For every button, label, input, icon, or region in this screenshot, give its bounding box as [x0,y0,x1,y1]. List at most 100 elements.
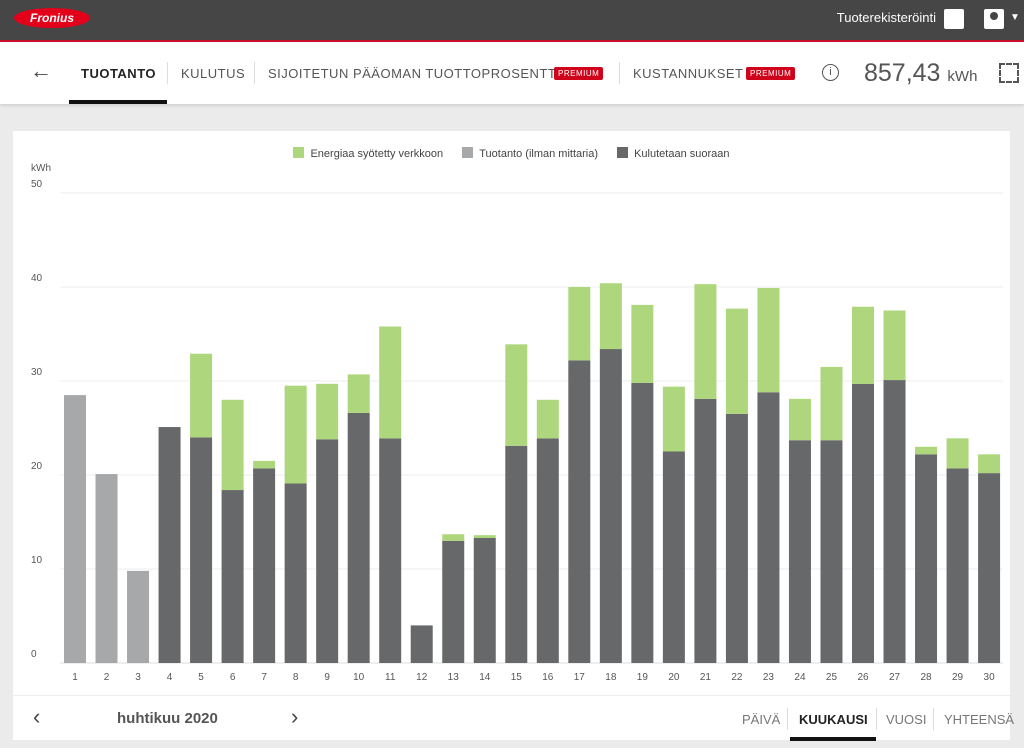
tab-roi[interactable]: SIJOITETUN PÄÄOMAN TUOTTOPROSENTTI [268,66,561,81]
x-tick-label: 10 [353,672,365,683]
legend-item[interactable]: Kulutetaan suoraan [617,147,730,160]
previous-period-button[interactable]: ‹ [33,704,41,729]
bar-segment [725,308,748,414]
user-icon[interactable] [984,9,1004,29]
tab-kustannukset[interactable]: KUSTANNUKSET [633,66,744,81]
x-tick-label: 27 [889,672,901,683]
bar-segment [883,380,906,663]
bar-segment [852,383,874,663]
legend-item[interactable]: Energiaa syötetty verkkoon [293,147,444,160]
next-period-button[interactable]: › [291,704,299,729]
x-tick-label: 15 [511,672,523,683]
bar-segment [820,366,843,441]
bar-segment [599,283,622,350]
x-tick-label: 22 [731,672,743,683]
bar-segment [631,382,654,663]
y-tick-label: 40 [31,273,43,284]
back-arrow-icon[interactable]: ← [30,58,52,83]
divider [876,708,877,730]
x-tick-label: 16 [542,672,554,683]
bar-segment [694,398,717,663]
active-period-indicator [790,737,876,741]
bar-segment [757,392,780,663]
divider [787,708,788,730]
tab-paiva[interactable]: PÄIVÄ [742,712,781,727]
bar-segment [190,437,213,663]
bar-segment [410,625,433,663]
x-tick-label: 13 [448,672,460,683]
divider [167,62,168,84]
legend-swatch [617,147,629,158]
bar-segment [725,413,748,663]
premium-badge: PREMIUM [746,67,796,80]
legend-swatch [293,147,305,158]
bar-segment [347,374,370,413]
tab-kulutus[interactable]: KULUTUS [181,66,246,81]
x-tick-label: 5 [198,672,204,683]
tab-bar: ← TUOTANTO KULUTUS SIJOITETUN PÄÄOMAN TU… [0,42,1024,104]
premium-badge: PREMIUM [554,67,604,80]
fronius-logo[interactable]: Fronius [14,8,90,28]
x-tick-label: 14 [479,672,491,683]
total-unit: kWh [947,68,978,85]
x-tick-label: 2 [104,672,110,683]
chart-card: Energiaa syötetty verkkoon Tuotanto (ilm… [13,131,1014,741]
x-tick-label: 29 [952,672,964,683]
x-tick-label: 11 [385,672,396,683]
legend-item[interactable]: Tuotanto (ilman mittaria) [462,147,599,160]
tab-kuukausi[interactable]: KUUKAUSI [799,712,868,727]
bar-segment [631,304,654,383]
legend-label: Tuotanto (ilman mittaria) [479,148,599,160]
bar-segment [64,395,86,663]
bar-segment [284,483,307,663]
registration-icon[interactable] [944,9,964,29]
divider [933,708,934,730]
bar-segment [316,383,339,440]
tab-yhteensa[interactable]: YHTEENSÄ [944,712,1015,727]
x-tick-label: 1 [72,672,78,683]
period-label: huhtikuu 2020 [117,710,218,727]
bar-segment [662,386,685,452]
x-tick-label: 7 [261,672,267,683]
x-tick-label: 30 [984,672,996,683]
x-tick-label: 3 [135,672,141,683]
bar-segment [694,284,717,399]
legend-label: Energiaa syötetty verkkoon [310,148,444,160]
x-tick-label: 12 [416,672,428,683]
x-tick-label: 20 [668,672,680,683]
x-tick-label: 17 [574,672,586,683]
info-icon[interactable]: i [822,64,839,81]
divider [619,62,620,84]
y-tick-label: 30 [31,367,43,378]
divider [254,62,255,84]
bar-segment [536,438,559,663]
bar-segment [158,427,181,663]
bar-segment [284,385,307,484]
bar-segment [820,440,843,663]
bar-segment [505,445,528,663]
product-registration-link[interactable]: Tuoterekisteröinti [836,10,936,25]
bar-segment [568,360,591,663]
tab-tuotanto[interactable]: TUOTANTO [81,66,157,81]
tab-vuosi[interactable]: VUOSI [886,712,927,727]
bar-segment [442,540,465,663]
chevron-down-icon[interactable]: ▼ [1010,12,1020,23]
fullscreen-icon[interactable] [999,63,1019,83]
bar-segment [442,534,465,541]
y-tick-label: 50 [31,179,43,190]
bar-segment [221,490,244,663]
bar-segment [473,537,496,663]
bar-segment [662,451,685,663]
bar-segment [852,306,874,384]
bar-segment [978,473,1001,663]
bar-segment [253,468,276,663]
x-tick-label: 8 [293,672,299,683]
legend-swatch [462,147,474,158]
bar-segment [788,440,811,663]
x-tick-label: 4 [167,672,173,683]
x-tick-label: 9 [324,672,330,683]
x-tick-label: 25 [826,672,838,683]
bar-segment [221,399,244,491]
bar-segment [536,399,559,439]
